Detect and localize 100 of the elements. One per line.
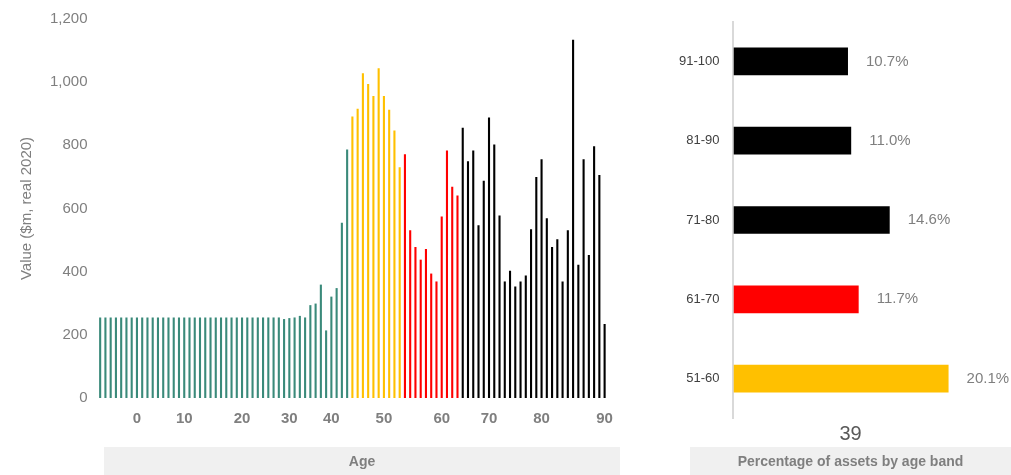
bar (298, 315, 301, 398)
bar (424, 248, 428, 398)
bar (593, 146, 596, 398)
bar (487, 117, 491, 398)
y-tick-label: 61-70 (686, 290, 720, 306)
bar (272, 317, 275, 398)
bar (587, 254, 590, 398)
bar (256, 317, 259, 398)
bar (335, 288, 338, 398)
bar (193, 317, 196, 398)
bar (204, 317, 207, 398)
x-axis-title: Age (104, 447, 620, 475)
bar (733, 47, 848, 76)
bar (461, 127, 464, 398)
bar (288, 318, 291, 398)
bar (409, 230, 412, 398)
bar (225, 317, 228, 398)
x-tick-label: 90 (596, 409, 613, 427)
data-label: 20.1% (966, 368, 1010, 386)
bar (519, 281, 522, 398)
bar (367, 84, 370, 398)
bar (508, 270, 512, 398)
x-tick-label: 30 (280, 409, 298, 427)
bar (403, 154, 406, 398)
bar (346, 149, 349, 398)
x-tick-label: 50 (375, 409, 393, 427)
bar (603, 324, 606, 398)
bar (572, 39, 575, 398)
bar (267, 317, 270, 398)
bar (566, 230, 569, 398)
data-label: 11.7% (876, 289, 919, 307)
bar (235, 317, 238, 398)
bar (503, 281, 506, 398)
bar (162, 317, 165, 398)
bar (330, 296, 333, 398)
bar (372, 96, 375, 398)
bar (440, 216, 443, 398)
bar (493, 144, 496, 398)
bar (582, 159, 585, 398)
x-tick-label: 0 (132, 409, 142, 427)
bar (577, 264, 580, 398)
bar (167, 317, 170, 398)
bar (246, 317, 249, 398)
y-tick-label: 200 (62, 324, 88, 342)
bar (398, 167, 401, 398)
bar (104, 317, 107, 398)
bar (733, 126, 852, 155)
bar (314, 303, 317, 398)
bar (445, 150, 449, 398)
bar (472, 150, 475, 398)
bar (356, 108, 359, 398)
bar (109, 317, 112, 398)
bar (477, 225, 480, 398)
bar (540, 159, 543, 398)
x-tick-label: 70 (480, 409, 498, 427)
bar (304, 317, 307, 398)
bar (177, 317, 181, 398)
bar (230, 317, 233, 398)
bar (130, 317, 133, 398)
bar (325, 330, 328, 398)
bar (733, 285, 859, 314)
y-axis-title: Value ($m, real 2020) (17, 136, 35, 281)
bar (451, 186, 454, 398)
bar (219, 317, 223, 398)
bar (188, 317, 191, 398)
bar (556, 239, 559, 398)
bar (561, 281, 564, 398)
bar (141, 317, 144, 398)
y-tick-label: 600 (62, 198, 88, 216)
bar (393, 130, 396, 398)
bar (551, 247, 554, 398)
bar (293, 317, 296, 398)
bar (377, 68, 380, 398)
bar (482, 180, 485, 398)
bar (214, 317, 217, 398)
bar (135, 317, 138, 398)
bar (209, 317, 212, 398)
bar (498, 215, 501, 398)
bar (530, 229, 533, 398)
bar (198, 317, 202, 398)
bar (466, 161, 470, 398)
bar (414, 247, 417, 398)
y-tick-label: 400 (62, 261, 88, 279)
bar (388, 109, 391, 398)
x-tick-label: 80 (533, 409, 550, 427)
bar (156, 317, 160, 398)
bar (146, 317, 149, 398)
bar (183, 317, 186, 398)
bar (382, 96, 385, 398)
x-tick-label: 40 (323, 409, 340, 427)
bar (361, 73, 364, 398)
bar (351, 116, 354, 398)
bar (535, 176, 538, 398)
data-label: 14.6% (907, 210, 951, 228)
bar (340, 222, 343, 398)
bar (419, 259, 422, 398)
x-tick-label: 60 (433, 409, 451, 427)
bar (99, 317, 102, 398)
bar (120, 317, 123, 398)
bar (514, 286, 517, 398)
